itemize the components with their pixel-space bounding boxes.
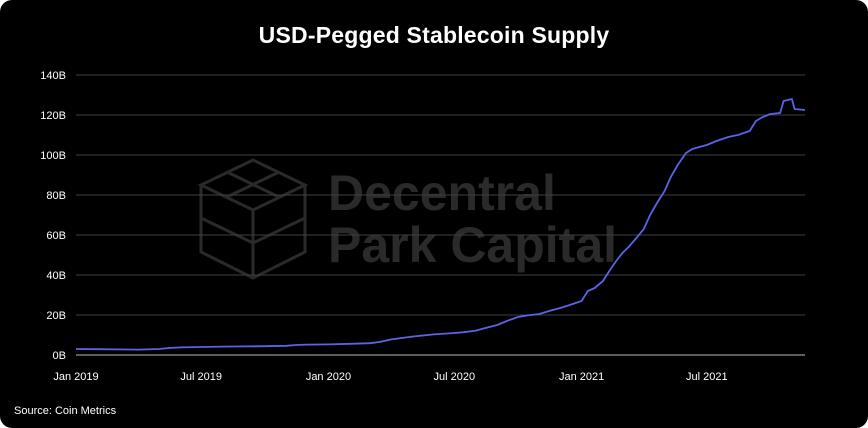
x-tick-label: Jan 2019 <box>53 371 98 383</box>
x-tick-label: Jul 2019 <box>180 371 222 383</box>
watermark: Decentral Park Capital <box>197 158 617 280</box>
y-tick-label: 140B <box>40 70 66 82</box>
y-axis: 0B 20B 40B 60B 80B 100B 120B 140B <box>40 70 66 362</box>
y-tick-label: 20B <box>46 310 66 322</box>
watermark-cube-icon <box>197 158 309 280</box>
chart-title: USD-Pegged Stablecoin Supply <box>258 22 610 48</box>
y-tick-label: 80B <box>46 190 66 202</box>
x-axis: Jan 2019 Jul 2019 Jan 2020 Jul 2020 Jan 2021… <box>53 371 727 383</box>
y-tick-label: 120B <box>40 110 66 122</box>
watermark-line2: Park Capital <box>328 217 617 273</box>
watermark-line1: Decentral <box>328 165 556 221</box>
y-tick-label: 0B <box>53 350 66 362</box>
x-tick-label: Jan 2020 <box>306 371 351 383</box>
series-line <box>75 98 806 351</box>
grid <box>76 74 805 356</box>
source-note: Source: Coin Metrics <box>14 405 117 417</box>
y-tick-label: 100B <box>40 150 66 162</box>
y-tick-label: 40B <box>46 270 66 282</box>
x-tick-label: Jan 2021 <box>559 371 604 383</box>
x-tick-label: Jul 2020 <box>434 371 476 383</box>
x-tick-label: Jul 2021 <box>686 371 728 383</box>
y-tick-label: 60B <box>46 230 66 242</box>
